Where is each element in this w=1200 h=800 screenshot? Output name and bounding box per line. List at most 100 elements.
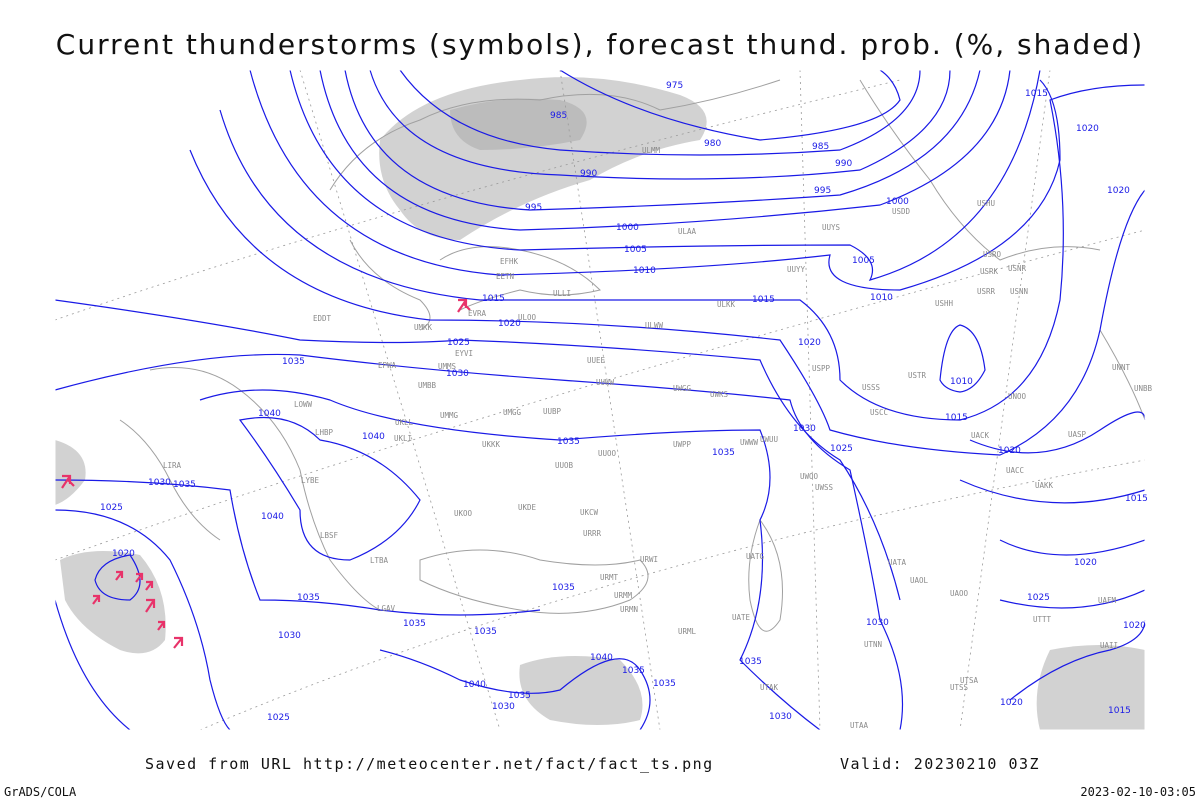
station-label: UTNN [864,640,882,649]
station-label: UWKS [710,390,729,399]
isobar-label: 1020 [798,338,821,348]
station-label: UNBB [1134,384,1153,393]
station-label: URMN [620,605,638,614]
isobar-label: 1035 [403,619,426,629]
thunderstorm-symbol [145,580,154,591]
isobar-label: 1025 [100,503,123,513]
isobar [939,324,986,393]
station-label: LOWW [294,400,313,409]
station-label: ULLI [553,289,571,298]
isobar [344,69,981,211]
isobar [559,69,901,141]
station-label: UUYY [787,265,806,274]
isobar-label: 1040 [590,653,613,663]
isobar-label: 990 [580,169,597,179]
station-label: UTSS [950,683,969,692]
station-label: UUOB [555,461,574,470]
station-label: UAKK [1035,481,1054,490]
station-label: UTSA [960,676,979,685]
shaded-area [519,656,643,725]
isobar-label: 1000 [886,197,909,207]
station-label: UATE [732,613,751,622]
station-label: UATA [888,558,907,567]
station-label: UAOO [950,589,969,598]
isobar [54,599,131,731]
isobar-label: 1020 [1107,186,1130,196]
isobar-label: 990 [835,159,852,169]
isobar-label: 985 [812,142,829,152]
isobar-label: 1020 [498,319,521,329]
caspian-sea [748,518,783,632]
station-label: URWI [640,555,658,564]
thunderstorm-symbol [457,298,471,313]
thunderstorm-symbol [145,598,156,613]
isobar-label: 1015 [945,413,968,423]
coastline [349,239,431,331]
isobar [189,149,1146,456]
thunderstorm-symbol [135,572,144,583]
station-label: UATG [746,552,765,561]
isobar-label: 1015 [1025,89,1048,99]
source-url: Saved from URL http://meteocenter.net/fa… [145,755,714,773]
isobar [399,69,921,156]
station-label: URMT [600,573,619,582]
station-label: USNR [1008,264,1027,273]
station-label: USCC [870,408,888,417]
isobar-label: 1035 [712,448,735,458]
graticule [54,69,1146,731]
station-label: ULOO [518,313,537,322]
isobar-label: 1030 [446,369,469,379]
thunderstorm-probability-shading [55,77,1145,730]
isobar-label: 1025 [267,713,290,723]
station-label: UKLI [394,434,412,443]
station-label: UUEE [587,356,606,365]
isobar-label: 1040 [261,512,284,522]
coastline [1099,329,1146,421]
station-label: LGAV [377,604,396,613]
isobar [379,649,651,731]
station-label: UKOO [454,509,473,518]
station-label: UAII [1100,641,1118,650]
isobar-label: 1040 [258,409,281,419]
isobar-label: 1035 [508,691,531,701]
isobar-label: 1020 [1000,698,1023,708]
isobar-labels: 975 985 980 985 990 990 995 995 1000 1000 1005 1005… [100,81,1148,723]
station-label: USHU [977,199,995,208]
station-label: UUWW [596,378,615,387]
station-label: UWOO [800,472,819,481]
station-label: ULMM [642,146,661,155]
isobar-label: 1030 [148,478,171,488]
thunderstorm-symbol [92,594,101,605]
station-label: USNN [1010,287,1028,296]
isobar-label: 1025 [830,444,853,454]
station-label: ULWW [645,321,664,330]
coastline [859,79,1101,261]
station-label: EVRA [468,309,487,318]
isobar [999,539,1146,556]
isobar-label: 1020 [998,446,1021,456]
station-label: UTAK [760,683,779,692]
isobar-label: 1040 [463,680,486,690]
isobar [319,69,1011,231]
station-label: UTAA [850,721,869,730]
station-label: UNOO [1008,392,1027,401]
isobar-label: 1035 [282,357,305,367]
coastline [119,419,221,541]
station-label: UUYS [822,223,841,232]
station-label: UMMG [440,411,459,420]
shaded-area [55,440,86,505]
isobar [94,554,141,601]
station-label: UWSS [815,483,834,492]
map-title: Current thunderstorms (symbols), forecas… [56,28,1144,61]
isobar [959,479,1146,504]
station-label: EYVI [455,349,473,358]
isobar [219,84,1146,421]
isobar-label: 975 [666,81,683,91]
map-frame [54,69,1146,731]
isobar-label: 1035 [552,583,575,593]
station-label: UACC [1006,466,1024,475]
isobar-label: 1020 [1123,621,1146,631]
station-label: UMGG [503,408,522,417]
